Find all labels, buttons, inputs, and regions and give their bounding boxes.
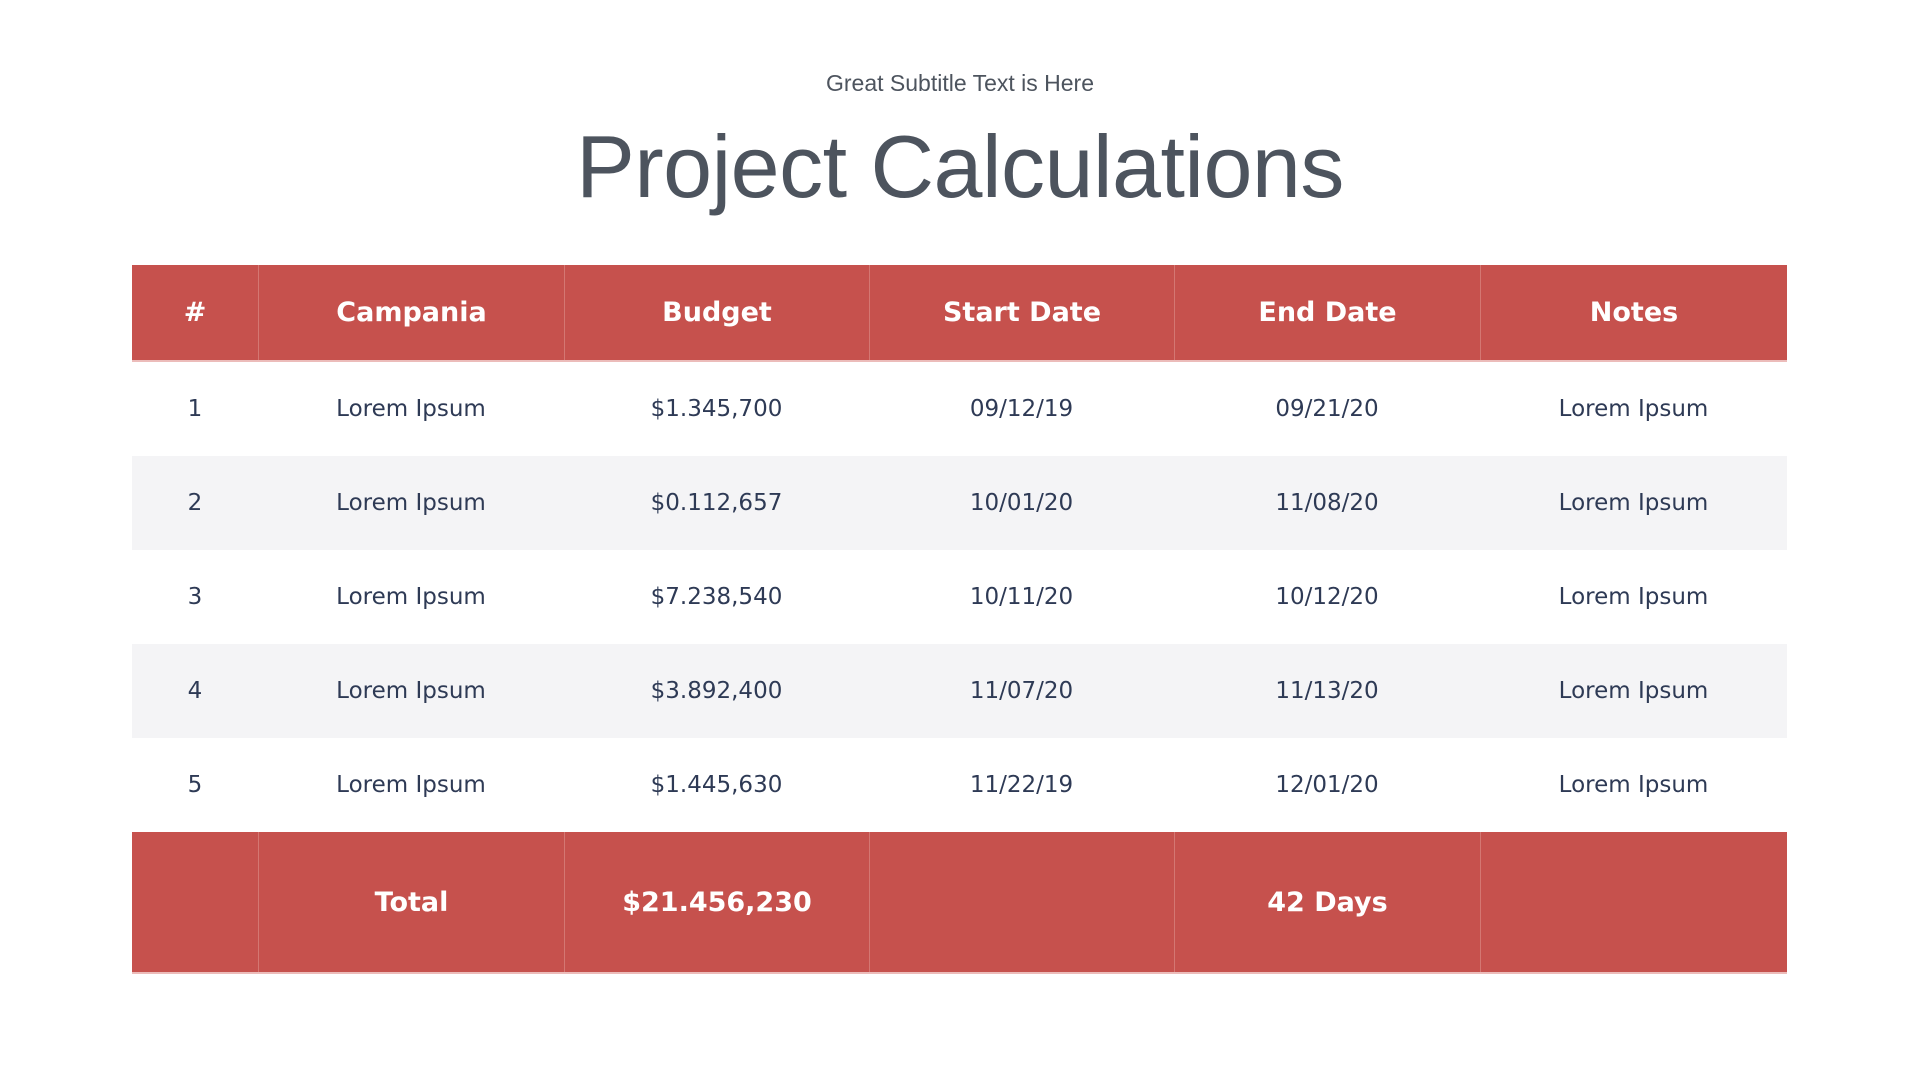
cell-budget: $7.238,540 xyxy=(650,584,783,610)
header-cell-end-date: End Date xyxy=(1174,265,1480,360)
cell-end-date: 11/08/20 xyxy=(1275,490,1379,516)
total-budget: $21.456,230 xyxy=(564,832,869,972)
header-cell-notes: Notes xyxy=(1480,265,1787,360)
cell-budget: $1.345,700 xyxy=(650,396,783,422)
header-cell-number: # xyxy=(183,297,207,328)
cell-number: 1 xyxy=(187,396,203,422)
cell-start-date: 11/07/20 xyxy=(969,678,1074,704)
cell-notes: Lorem Ipsum xyxy=(1558,772,1709,798)
cell-campania: Lorem Ipsum xyxy=(336,396,486,422)
table-header-row: # Campania Budget Start Date End Date No… xyxy=(132,265,1787,362)
cell-budget: $3.892,400 xyxy=(650,678,783,704)
cell-notes: Lorem Ipsum xyxy=(1558,584,1709,610)
cell-campania: Lorem Ipsum xyxy=(336,584,486,610)
cell-start-date: 09/12/19 xyxy=(969,396,1074,422)
cell-start-date: 10/11/20 xyxy=(969,584,1074,610)
header-cell-campania: Campania xyxy=(258,265,564,360)
cell-budget: $0.112,657 xyxy=(650,490,783,516)
cell-end-date: 11/13/20 xyxy=(1275,678,1379,704)
cell-end-date: 12/01/20 xyxy=(1275,772,1379,798)
header-cell-start-date: Start Date xyxy=(869,265,1174,360)
table-row: 4 Lorem Ipsum $3.892,400 11/07/20 11/13/… xyxy=(132,644,1787,738)
total-label: Total xyxy=(258,832,564,972)
total-duration: 42 Days xyxy=(1174,832,1480,972)
cell-start-date: 10/01/20 xyxy=(969,490,1074,516)
cell-number: 4 xyxy=(187,678,203,704)
table-total-row: Total $21.456,230 42 Days xyxy=(132,832,1787,974)
cell-end-date: 10/12/20 xyxy=(1275,584,1379,610)
table-row: 5 Lorem Ipsum $1.445,630 11/22/19 12/01/… xyxy=(132,738,1787,832)
header-cell-budget: Budget xyxy=(564,265,869,360)
cell-end-date: 09/21/20 xyxy=(1275,396,1379,422)
cell-notes: Lorem Ipsum xyxy=(1558,490,1709,516)
cell-budget: $1.445,630 xyxy=(650,772,783,798)
cell-number: 5 xyxy=(187,772,203,798)
cell-notes: Lorem Ipsum xyxy=(1558,678,1709,704)
cell-start-date: 11/22/19 xyxy=(969,772,1074,798)
slide-title: Project Calculations xyxy=(576,117,1344,216)
project-calculations-table: # Campania Budget Start Date End Date No… xyxy=(132,265,1787,974)
total-start-date xyxy=(869,832,1174,972)
cell-campania: Lorem Ipsum xyxy=(336,678,486,704)
table-row: 3 Lorem Ipsum $7.238,540 10/11/20 10/12/… xyxy=(132,550,1787,644)
total-notes xyxy=(1480,832,1787,972)
cell-campania: Lorem Ipsum xyxy=(336,772,486,798)
slide-subtitle: Great Subtitle Text is Here xyxy=(825,70,1095,96)
table-row: 1 Lorem Ipsum $1.345,700 09/12/19 09/21/… xyxy=(132,362,1787,456)
total-cell-number xyxy=(132,832,258,972)
cell-number: 3 xyxy=(187,584,203,610)
cell-number: 2 xyxy=(187,490,203,516)
table-row: 2 Lorem Ipsum $0.112,657 10/01/20 11/08/… xyxy=(132,456,1787,550)
cell-notes: Lorem Ipsum xyxy=(1558,396,1709,422)
cell-campania: Lorem Ipsum xyxy=(336,490,486,516)
